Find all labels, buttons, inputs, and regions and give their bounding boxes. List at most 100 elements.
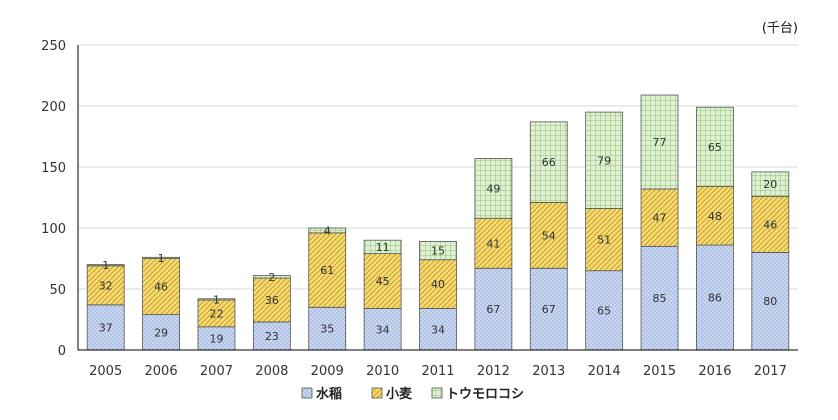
bar-segment: [696, 106, 734, 187]
data-label: 1: [213, 293, 220, 306]
legend-swatch: [371, 387, 383, 399]
bar-segment: [474, 217, 513, 269]
y-tick-label: 200: [41, 100, 66, 115]
bar-segment: [252, 277, 291, 323]
y-tick-label: 50: [49, 283, 66, 298]
bar-segment: [529, 121, 568, 203]
bar-segment: [474, 267, 513, 351]
legend-swatch: [301, 387, 313, 399]
data-label: 86: [708, 292, 722, 305]
data-label: 4: [324, 224, 331, 237]
bar-segment: [86, 264, 125, 267]
data-label: 51: [597, 234, 611, 247]
y-tick-label: 100: [41, 222, 66, 237]
bar-segment: [696, 186, 734, 246]
x-tick-label: 2008: [255, 364, 288, 379]
bar-segment: [308, 227, 347, 234]
bar-segment: [308, 306, 347, 351]
data-label: 22: [209, 307, 223, 320]
x-tick-label: 2014: [588, 364, 621, 379]
y-tick-label: 150: [41, 161, 66, 176]
bar-segment: [419, 259, 457, 309]
bar-segment: [363, 308, 402, 351]
bar-segment: [696, 244, 734, 351]
data-label: 1: [102, 259, 109, 272]
data-label: 20: [763, 178, 777, 191]
legend-label: トウモロコシ: [446, 387, 524, 402]
x-tick-label: 2009: [311, 364, 344, 379]
bar-segment: [197, 298, 236, 301]
x-tick-label: 2011: [421, 364, 454, 379]
data-label: 11: [376, 241, 390, 254]
legend: 水稲 小麦 トウモロコシ: [301, 386, 524, 402]
bar-segment: [363, 239, 402, 255]
data-label: 80: [763, 295, 777, 308]
data-label: 46: [154, 281, 168, 294]
data-label: 2: [268, 271, 275, 284]
legend-label: 水稲: [316, 386, 342, 402]
bar-segment: [640, 94, 679, 190]
data-label: 34: [376, 323, 390, 336]
bar-segment: [529, 267, 568, 351]
legend-label: 小麦: [386, 386, 413, 402]
data-label: 54: [542, 229, 556, 242]
bar-segment: [474, 158, 513, 219]
x-tick-label: 2012: [477, 364, 510, 379]
x-tick-label: 2015: [643, 364, 676, 379]
x-tick-label: 2010: [366, 364, 399, 379]
data-label: 46: [763, 218, 777, 231]
data-label: 47: [653, 212, 667, 225]
data-label: 1: [158, 252, 165, 265]
y-tick-label: 250: [41, 39, 66, 54]
data-label: 49: [486, 182, 500, 195]
x-tick-label: 2006: [145, 364, 178, 379]
bars: 3732129461192212336235614344511344015674…: [86, 94, 790, 351]
data-label: 45: [376, 275, 390, 288]
unit-label: (千台): [762, 21, 798, 36]
data-label: 67: [542, 303, 556, 316]
data-label: 79: [597, 154, 611, 167]
data-label: 36: [265, 294, 279, 307]
bar-segment: [142, 314, 180, 351]
bar-segment: [197, 299, 236, 328]
data-label: 67: [486, 303, 500, 316]
bar-segment: [86, 304, 125, 351]
x-tick-label: 2007: [200, 364, 233, 379]
x-tick-label: 2013: [532, 364, 565, 379]
y-tick-label: 0: [58, 344, 66, 359]
data-label: 34: [431, 323, 445, 336]
data-label: 48: [708, 210, 722, 223]
bar-segment: [419, 308, 457, 351]
bar-segment: [529, 201, 568, 269]
x-tick-label: 2005: [89, 364, 122, 379]
bar-segment: [751, 171, 790, 197]
bar-segment: [363, 253, 402, 309]
data-label: 65: [708, 141, 722, 154]
bar-segment: [585, 111, 624, 209]
bar-segment: [252, 275, 291, 279]
data-label: 85: [653, 292, 667, 305]
data-label: 37: [99, 321, 113, 334]
bar-segment: [585, 208, 624, 272]
data-label: 41: [486, 237, 500, 250]
bar-segment: [751, 195, 790, 253]
data-label: 66: [542, 156, 556, 169]
data-label: 15: [431, 245, 445, 258]
data-label: 23: [265, 330, 279, 343]
bar-segment: [640, 188, 679, 247]
bar-segment: [142, 256, 180, 259]
bar-segment: [86, 265, 125, 306]
data-label: 65: [597, 304, 611, 317]
data-label: 19: [209, 332, 223, 345]
data-label: 61: [320, 264, 334, 277]
data-label: 40: [431, 278, 445, 291]
bar-segment: [585, 270, 624, 351]
x-tick-label: 2016: [698, 364, 731, 379]
legend-swatch: [431, 387, 443, 399]
data-label: 32: [99, 279, 113, 292]
bar-segment: [419, 241, 457, 261]
x-tick-label: 2017: [754, 364, 787, 379]
data-label: 35: [320, 323, 334, 336]
bar-segment: [308, 232, 347, 308]
